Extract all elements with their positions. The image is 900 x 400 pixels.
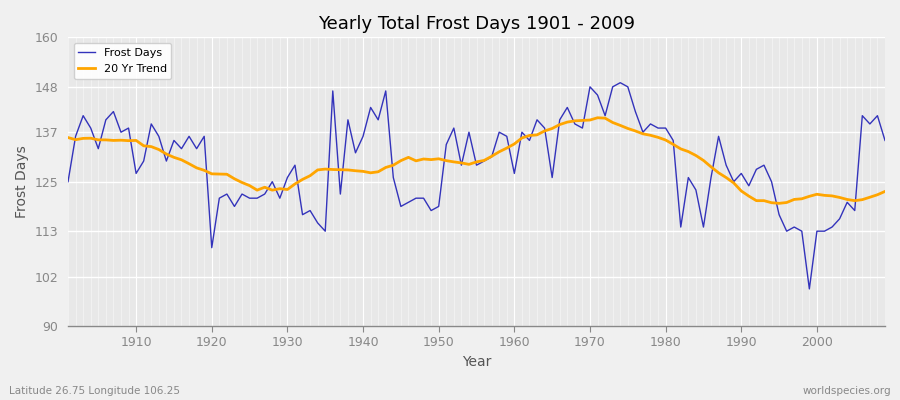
20 Yr Trend bbox=[501, 146, 512, 150]
20 Yr Trend bbox=[508, 142, 519, 146]
Title: Yearly Total Frost Days 1901 - 2009: Yearly Total Frost Days 1901 - 2009 bbox=[318, 15, 635, 33]
Frost Days bbox=[501, 134, 512, 139]
Frost Days bbox=[508, 171, 519, 176]
20 Yr Trend bbox=[290, 182, 301, 186]
20 Yr Trend bbox=[63, 135, 74, 140]
Text: Latitude 26.75 Longitude 106.25: Latitude 26.75 Longitude 106.25 bbox=[9, 386, 180, 396]
Frost Days bbox=[123, 126, 134, 130]
X-axis label: Year: Year bbox=[462, 355, 491, 369]
Frost Days bbox=[804, 286, 814, 291]
20 Yr Trend bbox=[774, 201, 785, 206]
20 Yr Trend bbox=[335, 167, 346, 172]
Legend: Frost Days, 20 Yr Trend: Frost Days, 20 Yr Trend bbox=[74, 43, 171, 79]
20 Yr Trend bbox=[608, 120, 618, 125]
Text: worldspecies.org: worldspecies.org bbox=[803, 386, 891, 396]
Line: Frost Days: Frost Days bbox=[68, 83, 885, 289]
Line: 20 Yr Trend: 20 Yr Trend bbox=[68, 118, 885, 203]
Frost Days bbox=[879, 138, 890, 143]
Frost Days bbox=[599, 113, 610, 118]
20 Yr Trend bbox=[123, 138, 134, 143]
20 Yr Trend bbox=[592, 115, 603, 120]
Frost Days bbox=[290, 163, 301, 168]
Frost Days bbox=[615, 80, 626, 85]
Frost Days bbox=[335, 192, 346, 196]
Y-axis label: Frost Days: Frost Days bbox=[15, 145, 29, 218]
Frost Days bbox=[63, 179, 74, 184]
20 Yr Trend bbox=[879, 189, 890, 194]
